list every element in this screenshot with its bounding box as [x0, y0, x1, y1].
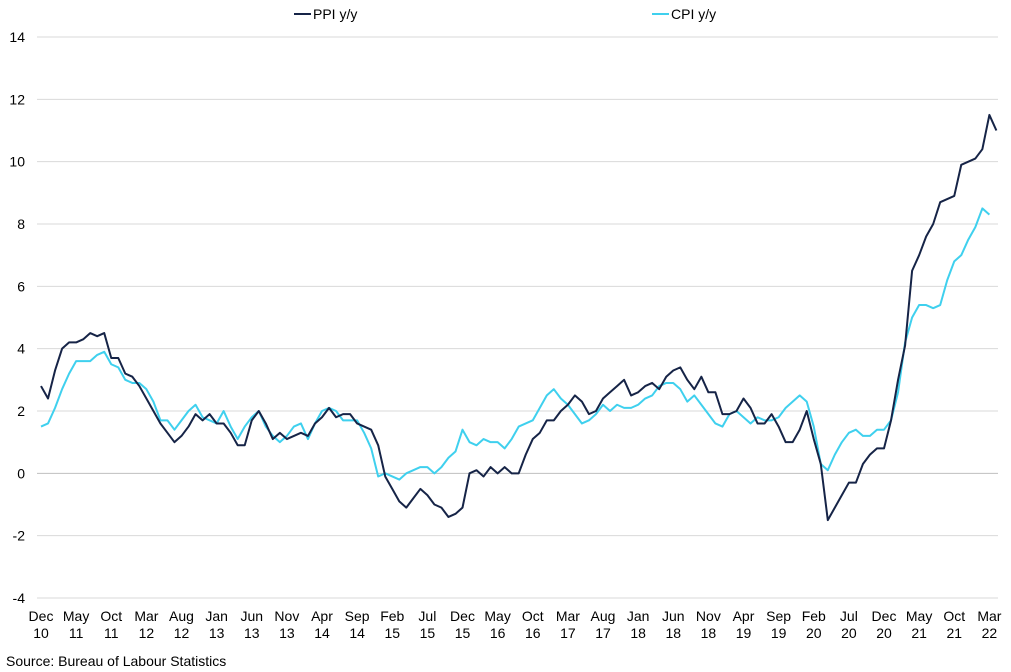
x-tick-month: Sep	[766, 608, 791, 624]
x-tick-month: Jun	[662, 608, 685, 624]
y-tick-label: -2	[13, 528, 26, 544]
y-tick-label: 14	[9, 29, 25, 45]
x-tick-month: Oct	[943, 608, 965, 624]
x-tick-month: Jan	[205, 608, 228, 624]
legend-label-ppi: PPI y/y	[313, 6, 357, 22]
x-tick-month: Apr	[311, 608, 333, 624]
x-tick-month: Mar	[977, 608, 1001, 624]
x-tick-month: Jul	[840, 608, 858, 624]
x-tick-year: 16	[525, 625, 541, 641]
x-tick-month: Aug	[591, 608, 616, 624]
x-tick-year: 22	[982, 625, 998, 641]
x-tick-year: 18	[665, 625, 681, 641]
x-tick-month: Dec	[450, 608, 475, 624]
x-tick-year: 16	[490, 625, 506, 641]
x-tick-year: 11	[104, 625, 119, 641]
x-tick-month: May	[63, 608, 89, 624]
x-tick-year: 12	[139, 625, 155, 641]
gridlines	[37, 36, 998, 599]
x-tick-month: Oct	[100, 608, 122, 624]
x-tick-month: Jan	[627, 608, 650, 624]
x-tick-month: Sep	[345, 608, 370, 624]
x-tick-month: Apr	[733, 608, 755, 624]
x-tick-year: 17	[560, 625, 576, 641]
x-tick-year: 12	[174, 625, 190, 641]
x-axis-tick-labels: Dec10May11Oct11Mar12Aug12Jan13Jun13Nov13…	[29, 608, 1002, 641]
x-tick-month: Aug	[169, 608, 194, 624]
x-tick-month: Oct	[522, 608, 544, 624]
x-tick-year: 21	[946, 625, 962, 641]
x-tick-month: Jun	[240, 608, 263, 624]
x-tick-month: Feb	[380, 608, 404, 624]
x-tick-month: May	[484, 608, 510, 624]
x-tick-month: Dec	[29, 608, 54, 624]
x-tick-month: Mar	[134, 608, 158, 624]
x-tick-month: Nov	[696, 608, 721, 624]
y-tick-label: 0	[17, 465, 25, 481]
x-tick-month: Mar	[556, 608, 580, 624]
x-tick-year: 21	[911, 625, 927, 641]
x-tick-year: 15	[420, 625, 436, 641]
x-tick-year: 14	[349, 625, 365, 641]
series-line-cpi	[40, 207, 991, 481]
x-tick-month: Nov	[274, 608, 299, 624]
y-tick-label: 2	[17, 403, 25, 419]
source-note: Source: Bureau of Labour Statistics	[6, 653, 227, 669]
series-lines	[40, 113, 998, 522]
x-tick-year: 18	[630, 625, 646, 641]
x-tick-year: 17	[595, 625, 611, 641]
x-tick-month: Dec	[872, 608, 897, 624]
series-line-ppi	[40, 113, 998, 522]
x-tick-year: 15	[384, 625, 400, 641]
x-tick-year: 13	[209, 625, 225, 641]
x-tick-year: 20	[806, 625, 822, 641]
x-tick-year: 19	[736, 625, 752, 641]
x-tick-year: 13	[279, 625, 295, 641]
y-axis-tick-labels: -4 -2 0 2 4 6 8 10 12 14	[9, 29, 25, 606]
y-tick-label: -4	[13, 590, 26, 606]
y-tick-label: 8	[17, 216, 25, 232]
legend: PPI y/y CPI y/y	[294, 6, 716, 22]
x-tick-year: 11	[69, 625, 84, 641]
x-tick-month: Jul	[418, 608, 436, 624]
y-tick-label: 4	[17, 341, 25, 357]
x-tick-year: 19	[771, 625, 787, 641]
x-tick-year: 20	[841, 625, 857, 641]
x-tick-year: 20	[876, 625, 892, 641]
x-tick-year: 15	[455, 625, 471, 641]
x-tick-year: 10	[33, 625, 49, 641]
x-tick-month: May	[906, 608, 932, 624]
x-tick-year: 14	[314, 625, 330, 641]
x-tick-year: 13	[244, 625, 260, 641]
y-tick-label: 12	[9, 91, 25, 107]
x-tick-year: 18	[701, 625, 717, 641]
y-tick-label: 10	[9, 154, 25, 170]
x-tick-month: Feb	[802, 608, 826, 624]
y-tick-label: 6	[17, 278, 25, 294]
legend-label-cpi: CPI y/y	[671, 6, 716, 22]
